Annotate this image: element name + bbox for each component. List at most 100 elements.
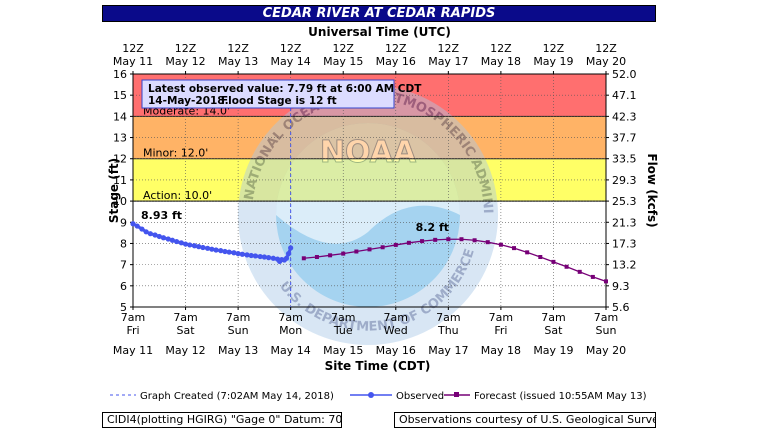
observed-point bbox=[213, 247, 219, 253]
bottom-tick-time: 7am bbox=[121, 311, 145, 324]
left-tick-label: 13 bbox=[113, 132, 127, 145]
forecast-point bbox=[341, 251, 346, 256]
bottom-tick-day: Fri bbox=[126, 324, 139, 337]
info-box-line2-rest: Flood Stage is 12 ft bbox=[221, 95, 337, 107]
forecast-point bbox=[512, 246, 517, 251]
bottom-tick-day: Fri bbox=[494, 324, 507, 337]
band-moderate bbox=[133, 116, 606, 159]
forecast-point bbox=[577, 269, 582, 274]
watermark-badge-text: NOAA bbox=[320, 135, 417, 170]
watermark-disc bbox=[276, 123, 460, 307]
forecast-point bbox=[498, 242, 503, 247]
right-tick-label: 42.3 bbox=[612, 110, 637, 123]
observed-point bbox=[160, 235, 167, 241]
observed-point bbox=[244, 252, 250, 258]
left-tick-label: 14 bbox=[113, 110, 127, 123]
forecast-point bbox=[472, 238, 477, 243]
bottom-tick-day: Sat bbox=[544, 324, 563, 337]
observed-point bbox=[196, 244, 202, 250]
left-tick-label: 8 bbox=[120, 237, 127, 250]
legend-graph-created-text: Graph Created (7:02AM May 14, 2018) bbox=[140, 391, 334, 402]
left-tick-label: 16 bbox=[113, 68, 127, 81]
bottom-tick-date: May 13 bbox=[218, 344, 258, 357]
bottom-tick-day: Sat bbox=[177, 324, 196, 337]
observed-point bbox=[235, 251, 241, 257]
top-tick-date: May 20 bbox=[586, 55, 626, 68]
right-tick-label: 29.3 bbox=[612, 174, 637, 187]
right-tick-label: 33.5 bbox=[612, 153, 637, 166]
top-tick-date: May 12 bbox=[165, 55, 205, 68]
top-tick-date: May 17 bbox=[428, 55, 468, 68]
threshold-label-moderate: Moderate: 14.0' bbox=[143, 104, 230, 117]
forecast-line bbox=[303, 238, 607, 282]
observed-point bbox=[182, 241, 189, 247]
gauge-info: CIDI4(plotting HGIRG) "Gage 0" Datum: 70… bbox=[102, 412, 342, 428]
right-tick-label: 5.6 bbox=[612, 301, 630, 314]
forecast-point bbox=[433, 237, 438, 242]
band-minor bbox=[133, 158, 606, 202]
observed-point bbox=[152, 232, 158, 238]
top-tick-date: May 11 bbox=[113, 55, 153, 68]
observed-line bbox=[132, 222, 293, 264]
forecast-point bbox=[406, 240, 411, 245]
observed-point bbox=[274, 256, 281, 262]
observed-point bbox=[218, 248, 224, 254]
info-box bbox=[141, 79, 395, 109]
observed-point bbox=[257, 253, 263, 260]
forecast-point bbox=[590, 274, 595, 279]
observed-point bbox=[165, 236, 171, 242]
threshold-label-minor: Minor: 12.0' bbox=[143, 147, 208, 160]
bottom-tick-time: 7am bbox=[384, 311, 408, 324]
observed-point bbox=[252, 253, 259, 259]
observed-point bbox=[134, 223, 140, 229]
forecast-point bbox=[380, 245, 385, 250]
observed-point bbox=[283, 255, 290, 261]
top-tick-date: May 14 bbox=[271, 55, 311, 68]
bottom-tick-date: May 19 bbox=[533, 344, 573, 357]
right-tick-label: 21.3 bbox=[612, 216, 637, 229]
observations-credit: Observations courtesy of U.S. Geological… bbox=[394, 412, 656, 428]
observed-point bbox=[288, 245, 294, 251]
bottom-tick-date: May 20 bbox=[586, 344, 626, 357]
watermark-wave bbox=[276, 123, 460, 244]
forecast-point bbox=[459, 237, 464, 242]
observed-peak-label: 8.93 ft bbox=[141, 209, 182, 222]
info-box-line1: Latest observed value: 7.79 ft at 6:00 A… bbox=[148, 83, 422, 95]
forecast-point bbox=[301, 256, 306, 261]
legend-observed-marker bbox=[368, 392, 374, 398]
bottom-tick-date: May 17 bbox=[428, 344, 468, 357]
left-tick-label: 10 bbox=[113, 195, 127, 208]
observed-point bbox=[191, 243, 198, 249]
observed-point bbox=[209, 246, 215, 252]
bottom-tick-time: 7am bbox=[331, 311, 355, 324]
top-tick-hour: 12Z bbox=[122, 42, 144, 55]
right-tick-label: 47.1 bbox=[612, 89, 637, 102]
bottom-tick-time: 7am bbox=[226, 311, 250, 324]
band-major bbox=[133, 74, 606, 117]
observed-point bbox=[130, 221, 136, 227]
observed-point bbox=[281, 257, 287, 263]
bottom-tick-day: Sun bbox=[228, 324, 249, 337]
top-tick-hour: 12Z bbox=[543, 42, 565, 55]
bottom-tick-time: 7am bbox=[594, 311, 618, 324]
forecast-point bbox=[538, 255, 543, 260]
observed-point bbox=[178, 240, 184, 246]
bottom-tick-date: May 15 bbox=[323, 344, 363, 357]
left-tick-label: 5 bbox=[120, 301, 127, 314]
legend-forecast-text: Forecast (issued 10:55AM May 13) bbox=[474, 391, 647, 402]
top-tick-date: May 16 bbox=[376, 55, 416, 68]
top-tick-date: May 13 bbox=[218, 55, 258, 68]
forecast-point bbox=[551, 259, 556, 264]
observed-point bbox=[174, 238, 180, 245]
left-tick-label: 15 bbox=[113, 89, 127, 102]
top-tick-hour: 12Z bbox=[385, 42, 407, 55]
right-tick-label: 52.0 bbox=[612, 68, 637, 81]
left-tick-label: 11 bbox=[113, 174, 127, 187]
right-tick-label: 9.3 bbox=[612, 280, 630, 293]
observed-point bbox=[248, 252, 254, 259]
bottom-axis-title: Site Time (CDT) bbox=[325, 359, 431, 373]
forecast-point bbox=[314, 255, 319, 260]
forecast-point bbox=[328, 253, 333, 258]
forecast-point bbox=[604, 279, 608, 284]
